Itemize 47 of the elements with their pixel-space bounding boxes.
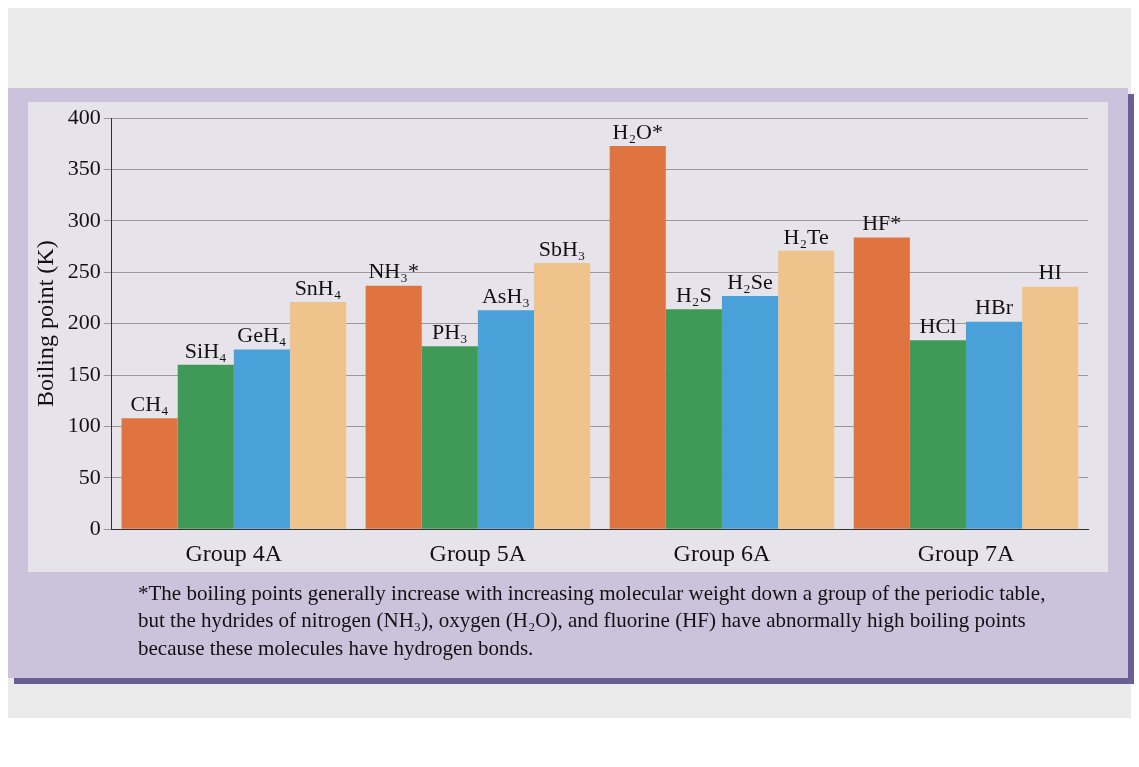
x-tick-label: Group 7A [917,539,1015,566]
data-label: HF* [862,210,902,236]
y-tick-label: 400 [67,103,101,129]
bar [121,418,178,529]
bar [909,340,966,529]
data-label: CH₄ [130,391,169,417]
bar [665,309,722,529]
bar [177,364,234,529]
data-label: SbH₃ [538,235,586,261]
y-axis-title: Boiling point (K) [31,240,58,408]
y-tick-label: 100 [67,412,101,438]
data-label: HCl [919,312,957,338]
data-label: H₂O* [612,118,663,144]
data-label: GeH₄ [237,322,287,348]
data-label: PH₃ [431,319,468,345]
y-tick-label: 50 [78,463,101,489]
bar [853,237,910,529]
data-label: SiH₄ [184,337,227,363]
bar [289,302,347,529]
bar [778,250,835,529]
x-tick-label: Group 4A [185,539,283,566]
data-label: HI [1038,259,1062,285]
bar [233,349,290,529]
x-tick-label: Group 5A [429,539,527,566]
data-label: NH₃* [368,258,419,284]
y-tick-label: 300 [67,206,101,232]
bar [609,145,666,529]
data-label: HBr [975,294,1014,320]
data-label: H₂Se [727,268,773,294]
bar [365,285,422,529]
data-label: AsH₃ [481,283,530,309]
x-tick-label: Group 6A [673,539,771,566]
y-tick-label: 200 [67,309,101,335]
bar [721,295,779,529]
y-tick-label: 150 [67,360,101,386]
data-label: H₂S [675,282,712,308]
y-tick-label: 350 [67,155,101,181]
bar [965,321,1023,529]
bar [534,263,591,529]
bar [477,310,535,529]
bar [1022,286,1079,529]
data-label: H₂Te [783,223,829,249]
data-label: SnH₄ [294,274,342,300]
y-tick-label: 0 [89,514,101,540]
text: *The boiling points generally increase with increasing molecular weight down a group of the periodic table, but the hydrides of nitrogen (NH₃), oxygen (H₂O), and fluorine (HF) have abnormally high boiling points because these molecules have hydrogen bonds. [138,580,1047,662]
y-tick-label: 250 [67,258,101,284]
bar [421,346,478,529]
